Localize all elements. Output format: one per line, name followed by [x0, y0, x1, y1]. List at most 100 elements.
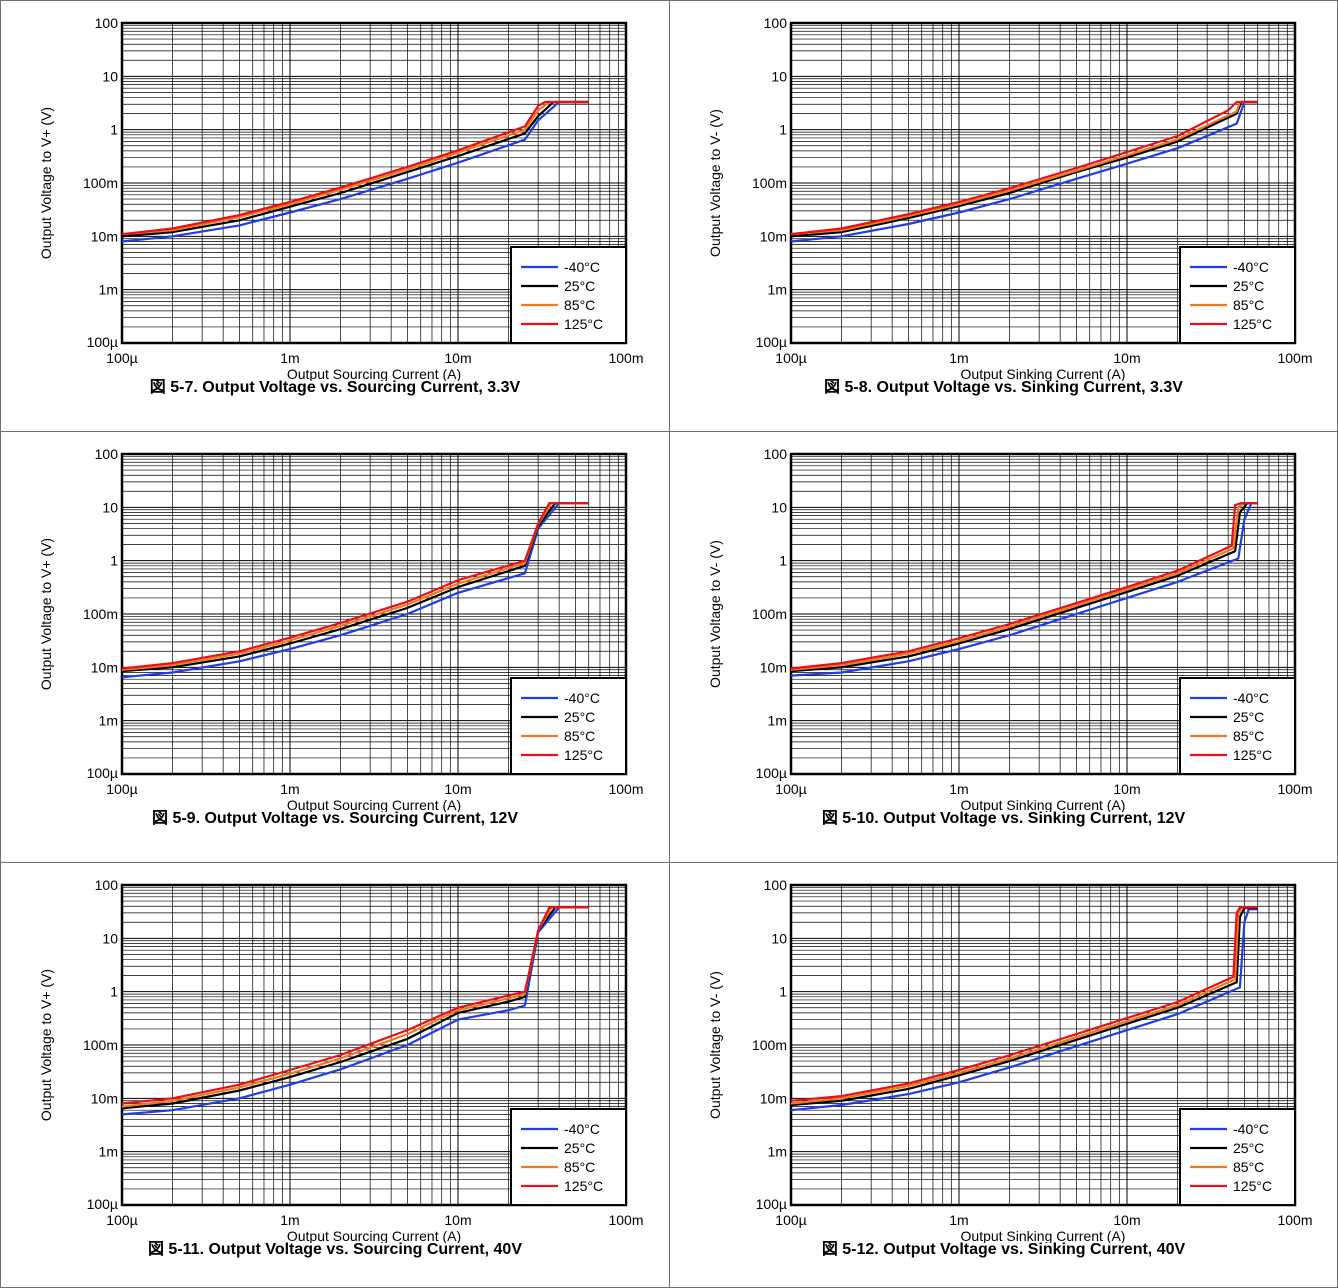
legend-label: 25°C: [1233, 709, 1264, 725]
x-tick-label: 100m: [608, 350, 643, 366]
y-tick-label: 1: [779, 122, 787, 138]
y-tick-label: 100m: [83, 606, 118, 622]
x-tick-label: 1m: [949, 1212, 968, 1228]
x-tick-labels: 100µ 1m 10m 100m: [106, 350, 643, 366]
y-tick-label: 1m: [768, 713, 787, 729]
series-line-0: [121, 501, 589, 679]
x-tick-label: 10m: [444, 350, 471, 366]
x-axis-label: Output Sourcing Current (A): [287, 1228, 461, 1243]
x-axis-label: Output Sourcing Current (A): [287, 366, 461, 381]
y-tick-label: 1: [110, 984, 118, 1000]
y-tick-label: 1m: [768, 282, 787, 298]
legend: -40°C 25°C 85°C 125°C: [510, 1108, 627, 1206]
series-line-1: [121, 100, 589, 238]
series-line-0: [790, 501, 1258, 677]
y-tick-label: 10: [102, 930, 118, 946]
legend-label: 125°C: [1233, 316, 1272, 332]
legend-label: 125°C: [564, 316, 603, 332]
y-tick-label: 1m: [768, 1144, 787, 1160]
plot-frame: [789, 21, 1297, 345]
legend-label: 25°C: [564, 709, 595, 725]
chart-panel-5: -40°C 25°C 85°C 125°C 100µ 1m 10m 100m 1 10 100 100…: [0, 862, 670, 1288]
legend-label: 25°C: [564, 1140, 595, 1156]
legend-label: -40°C: [1233, 1121, 1269, 1137]
y-tick-label: 1: [110, 553, 118, 569]
chart-panel-1: -40°C 25°C 85°C 125°C 100µ 1m 10m 100m 1 10 100 100…: [0, 0, 670, 432]
chart-svg: -40°C25°C85°C125°C100µ1m10m100m110100100…: [707, 15, 1313, 381]
x-tick-labels: 100µ 1m 10m 100m: [775, 350, 1312, 366]
series-line-2: [790, 501, 1258, 671]
legend: -40°C 25°C 85°C 125°C: [1179, 677, 1296, 775]
y-tick-label: 100m: [752, 1037, 787, 1053]
legend-label: 85°C: [564, 1159, 595, 1175]
legend: -40°C 25°C 85°C 125°C: [1179, 246, 1296, 344]
y-tick-label: 100m: [752, 606, 787, 622]
x-tick-label: 1m: [949, 350, 968, 366]
figure-caption: 図 5-10. Output Voltage vs. Sinking Curre…: [821, 810, 1186, 827]
x-tick-label: 10m: [1113, 1212, 1140, 1228]
plot-frame: [789, 883, 1297, 1207]
legend: -40°C 25°C 85°C 125°C: [510, 677, 627, 775]
legend-label: 125°C: [564, 1178, 603, 1194]
series-group: [790, 501, 1258, 677]
series-group: [790, 100, 1258, 243]
x-tick-label: 100m: [1277, 1212, 1312, 1228]
y-axis-label: Output Voltage to V- (V): [707, 540, 723, 688]
x-tick-labels: 100µ 1m 10m 100m: [775, 781, 1312, 797]
y-tick-label: 1: [110, 122, 118, 138]
y-tick-labels: 100µ 1m 10m 100m 1 10 100: [83, 446, 118, 781]
x-tick-label: 100µ: [106, 781, 137, 797]
y-tick-label: 10m: [760, 659, 787, 675]
y-tick-label: 100: [95, 15, 119, 31]
figure-caption: 図 5-9. Output Voltage vs. Sourcing Curre…: [152, 810, 518, 827]
y-tick-label: 10m: [760, 228, 787, 244]
x-tick-label: 10m: [1113, 781, 1140, 797]
figure-caption: 図 5-7. Output Voltage vs. Sourcing Curre…: [149, 379, 521, 396]
y-axis-label: Output Voltage to V- (V): [707, 109, 723, 257]
y-tick-label: 10: [771, 499, 787, 515]
y-tick-label: 100: [764, 877, 788, 893]
x-tick-label: 100m: [1277, 350, 1312, 366]
series-group: [121, 501, 589, 679]
chart-panel-3: -40°C 25°C 85°C 125°C 100µ 1m 10m 100m 1 10 100 100…: [0, 431, 670, 863]
y-tick-label: 10: [771, 930, 787, 946]
legend-label: 85°C: [1233, 297, 1264, 313]
x-tick-label: 100µ: [775, 350, 806, 366]
legend-label: 125°C: [564, 747, 603, 763]
y-tick-label: 100µ: [87, 334, 118, 350]
series-group: [121, 100, 589, 243]
legend-box: [510, 246, 627, 344]
x-tick-label: 100m: [608, 1212, 643, 1228]
series-line-3: [790, 906, 1258, 1102]
plot-frame: [789, 452, 1297, 776]
x-tick-labels: 100µ 1m 10m 100m: [775, 1212, 1312, 1228]
y-tick-labels: 100µ 1m 10m 100m 1 10 100: [752, 446, 787, 781]
series-line-3: [790, 501, 1258, 670]
series-line-1: [790, 906, 1258, 1107]
legend-box: [510, 677, 627, 775]
plot-frame: [120, 21, 628, 345]
y-tick-label: 100µ: [756, 765, 787, 781]
y-tick-label: 1: [779, 984, 787, 1000]
y-tick-label: 1m: [99, 282, 118, 298]
x-tick-label: 10m: [444, 1212, 471, 1228]
legend-box: [510, 1108, 627, 1206]
series-line-2: [121, 501, 589, 671]
series-line-3: [121, 100, 589, 236]
y-tick-label: 100µ: [756, 334, 787, 350]
series-line-3: [121, 501, 589, 670]
y-tick-labels: 100µ 1m 10m 100m 1 10 100: [83, 15, 118, 350]
figure-caption: 図 5-12. Output Voltage vs. Sinking Curre…: [821, 1241, 1186, 1258]
y-tick-label: 10: [771, 68, 787, 84]
y-tick-label: 1m: [99, 1144, 118, 1160]
legend-label: 125°C: [1233, 1178, 1272, 1194]
y-tick-label: 100: [764, 15, 788, 31]
x-axis-label: Output Sinking Current (A): [961, 797, 1126, 812]
series-line-2: [790, 100, 1258, 236]
y-tick-labels: 100µ 1m 10m 100m 1 10 100: [83, 877, 118, 1212]
y-tick-label: 100µ: [87, 1196, 118, 1212]
series-line-1: [790, 100, 1258, 238]
x-tick-label: 1m: [280, 1212, 299, 1228]
legend: -40°C 25°C 85°C 125°C: [510, 246, 627, 344]
